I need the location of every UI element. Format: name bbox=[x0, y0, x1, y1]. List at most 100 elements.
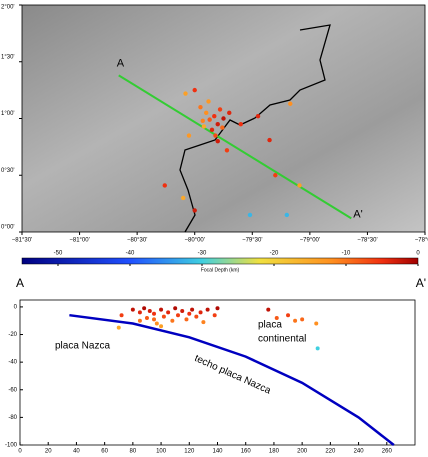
y-tick-label: -40 bbox=[8, 360, 17, 366]
annotation: continental bbox=[258, 334, 306, 345]
x-tick-label: 60 bbox=[101, 449, 108, 455]
annotation: placa bbox=[258, 320, 282, 331]
epicenter bbox=[212, 114, 217, 119]
x-tick-label: −78°30' bbox=[357, 238, 377, 244]
hypocenter bbox=[144, 315, 149, 320]
x-tick-label: 220 bbox=[325, 449, 336, 455]
epicenter bbox=[297, 183, 302, 188]
hypocenter bbox=[274, 315, 279, 320]
x-tick-label: 0 bbox=[18, 449, 22, 455]
section-end-label: A bbox=[16, 276, 24, 290]
hypocenter bbox=[159, 307, 164, 312]
x-tick-label: 260 bbox=[382, 449, 393, 455]
profile-line bbox=[118, 74, 352, 220]
y-tick-label: 1°30' bbox=[1, 54, 15, 60]
hypocenter bbox=[286, 313, 291, 318]
hypocenter bbox=[152, 311, 157, 316]
hypocenter bbox=[266, 307, 271, 312]
epicenter bbox=[183, 91, 188, 96]
y-tick-label: -20 bbox=[8, 332, 17, 338]
epicenter bbox=[192, 208, 197, 213]
hypocenter bbox=[300, 317, 305, 322]
colorbar-label: Focal Depth (km) bbox=[201, 267, 240, 273]
epicenter bbox=[220, 125, 225, 130]
x-tick-label: 240 bbox=[354, 449, 365, 455]
y-tick-label: -100 bbox=[5, 443, 18, 449]
colorbar-tick-label: -10 bbox=[342, 251, 351, 257]
hypocenter bbox=[119, 313, 124, 318]
epicenter bbox=[204, 110, 209, 116]
epicenter bbox=[284, 212, 290, 218]
x-tick-label: 80 bbox=[130, 449, 137, 455]
hypocenter bbox=[154, 321, 159, 326]
epicenter bbox=[238, 121, 243, 127]
epicenter bbox=[181, 195, 186, 201]
hypocenter bbox=[190, 307, 195, 312]
hypocenter bbox=[180, 309, 185, 314]
hypocenter bbox=[130, 307, 135, 312]
x-tick-label: 180 bbox=[269, 449, 280, 455]
colorbar-tick-label: 0 bbox=[416, 251, 420, 257]
hypocenter bbox=[173, 306, 178, 311]
epicenter bbox=[200, 118, 205, 123]
epicenter bbox=[255, 114, 261, 119]
x-tick-label: −78°00' bbox=[415, 238, 428, 244]
hypocenter bbox=[142, 306, 147, 311]
profile-label: A' bbox=[353, 208, 362, 220]
hypocenter bbox=[205, 307, 210, 312]
x-tick-label: −81°00' bbox=[69, 238, 89, 244]
epicenter bbox=[215, 139, 220, 144]
x-tick-label: 20 bbox=[45, 449, 52, 455]
epicenter bbox=[201, 124, 207, 129]
epicenter bbox=[198, 104, 203, 110]
x-tick-label: −79°30' bbox=[242, 238, 262, 244]
x-tick-label: 40 bbox=[73, 449, 80, 455]
epicenter bbox=[224, 148, 230, 153]
colorbar-tick-label: -30 bbox=[198, 251, 207, 257]
epicenter bbox=[162, 183, 167, 188]
annotation: techo placa Nazca bbox=[193, 353, 273, 397]
epicenter bbox=[267, 137, 272, 143]
hypocenter bbox=[314, 321, 319, 326]
hypocenter bbox=[152, 317, 157, 322]
x-tick-label: 160 bbox=[241, 449, 252, 455]
colorbar bbox=[21, 257, 419, 265]
hypocenter bbox=[161, 314, 166, 319]
epicenter bbox=[288, 101, 293, 106]
hypocenter bbox=[116, 325, 121, 330]
annotation: placa Nazca bbox=[55, 341, 110, 352]
hypocenter bbox=[170, 318, 175, 323]
hypocenter bbox=[198, 310, 203, 315]
epicenter bbox=[273, 173, 278, 178]
hypocenter bbox=[184, 317, 189, 322]
epicenter bbox=[192, 87, 197, 93]
hypocenter bbox=[215, 306, 220, 311]
x-tick-label: −80°00' bbox=[185, 238, 205, 244]
hypocenter bbox=[159, 324, 164, 329]
hypocenter bbox=[212, 313, 217, 318]
section-end-label: A' bbox=[416, 276, 426, 290]
y-tick-label: 0°00' bbox=[1, 225, 15, 231]
profile-label: A bbox=[117, 57, 125, 69]
hypocenter bbox=[137, 310, 142, 315]
epicenter bbox=[227, 110, 232, 116]
hypocenter bbox=[147, 309, 152, 314]
y-tick-label: 2°00' bbox=[1, 5, 15, 11]
epicenter bbox=[209, 127, 215, 133]
colorbar-tick-label: -50 bbox=[54, 251, 63, 257]
y-tick-label: 0°30' bbox=[1, 168, 15, 174]
y-tick-label: 1°00' bbox=[1, 111, 15, 117]
x-tick-label: −81°30' bbox=[12, 238, 32, 244]
hypocenter bbox=[315, 346, 320, 351]
hypocenter bbox=[137, 318, 142, 323]
epicenter bbox=[221, 116, 226, 121]
colorbar-tick-label: -40 bbox=[126, 251, 135, 257]
hypocenter bbox=[187, 311, 192, 316]
x-tick-label: 120 bbox=[184, 449, 195, 455]
x-tick-label: −80°30' bbox=[127, 238, 147, 244]
hypocenter bbox=[176, 313, 180, 318]
x-tick-label: −79°00' bbox=[300, 238, 320, 244]
epicenter bbox=[186, 133, 192, 138]
epicenter bbox=[213, 133, 218, 138]
